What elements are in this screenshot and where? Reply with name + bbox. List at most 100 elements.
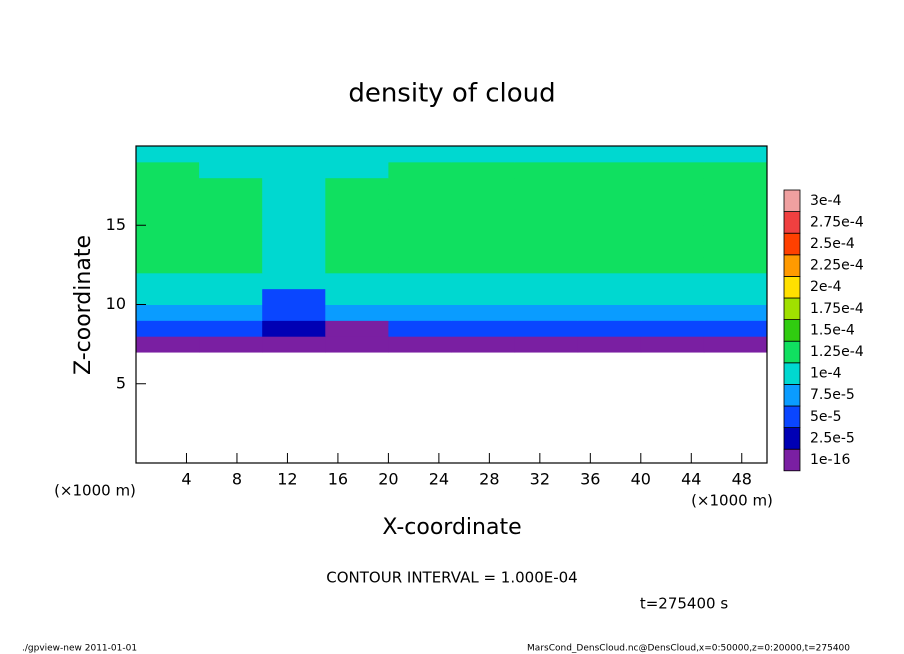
colorbar-box <box>783 232 801 256</box>
heat-cell <box>388 320 452 337</box>
heat-cell <box>451 320 516 337</box>
heat-cell <box>262 225 326 242</box>
contour-note: CONTOUR INTERVAL = 1.000E-04 <box>326 569 577 587</box>
heat-cell <box>199 225 263 242</box>
heat-cell <box>451 256 516 274</box>
colorbar-box <box>783 254 801 277</box>
heat-cell <box>514 304 579 321</box>
heat-cell <box>451 193 516 210</box>
heat-cell <box>262 177 326 195</box>
colorbar-box <box>783 383 801 407</box>
x-tick-label: 12 <box>277 470 297 489</box>
heat-cell <box>640 272 705 290</box>
x-tick-label: 48 <box>732 470 752 489</box>
heat-cell <box>514 241 579 258</box>
chart-title: density of cloud <box>348 79 555 109</box>
heat-cell <box>703 193 768 210</box>
heat-cell <box>262 256 326 274</box>
heat-cell <box>640 241 705 258</box>
heat-cell <box>325 272 389 290</box>
heat-cell <box>388 288 452 305</box>
heat-cell <box>199 272 263 290</box>
heat-cell <box>703 272 768 290</box>
heat-cell <box>703 288 768 305</box>
heat-cell <box>514 146 579 163</box>
x-tick-label: 24 <box>429 470 449 489</box>
colorbar-label: 1e-16 <box>810 452 850 468</box>
heat-cell <box>388 225 452 242</box>
colorbar-label: 7.5e-5 <box>810 387 855 403</box>
x-tick-label: 8 <box>232 470 242 489</box>
colorbar-box <box>783 448 801 472</box>
colorbar-label: 2e-4 <box>810 279 842 295</box>
heat-cell <box>199 161 263 179</box>
y-axis-label: Z-coordinate <box>71 235 96 375</box>
colorbar-box <box>783 211 801 234</box>
heat-cell <box>640 288 705 305</box>
heat-cell <box>325 193 389 210</box>
heat-cell <box>388 256 452 274</box>
heat-cell <box>136 177 200 195</box>
heat-cell <box>199 177 263 195</box>
heat-cell <box>325 241 389 258</box>
colorbar-label: 1e-4 <box>810 366 842 382</box>
heat-cell <box>577 225 642 242</box>
heat-cell <box>703 146 768 163</box>
heat-cell <box>388 209 452 226</box>
heat-cell <box>514 209 579 226</box>
heat-cell <box>262 146 326 163</box>
heat-cell <box>388 272 452 290</box>
heat-cell <box>136 272 200 290</box>
heat-cell <box>577 161 642 179</box>
colorbar-label: 3e-4 <box>810 193 842 209</box>
heat-cell <box>577 256 642 274</box>
heat-cell <box>136 336 200 353</box>
y-unit: (×1000 m) <box>54 482 136 500</box>
heat-cell <box>262 272 326 290</box>
heat-cell <box>640 193 705 210</box>
x-tick-label: 40 <box>631 470 651 489</box>
x-tick-label: 44 <box>681 470 701 489</box>
y-tick-label: 10 <box>106 294 126 313</box>
heat-cell <box>388 177 452 195</box>
y-tick-label: 15 <box>106 215 126 234</box>
heat-cell <box>640 177 705 195</box>
heat-cell <box>451 304 516 321</box>
colorbar-box <box>783 362 801 385</box>
heat-cell <box>577 177 642 195</box>
heat-cell <box>262 320 326 337</box>
heat-cell <box>514 288 579 305</box>
heat-cell <box>199 256 263 274</box>
heat-cell <box>136 225 200 242</box>
colorbar-label: 2.5e-4 <box>810 236 855 252</box>
heat-cell <box>136 193 200 210</box>
heat-cell <box>703 304 768 321</box>
heat-cell <box>703 161 768 179</box>
heat-cell <box>577 209 642 226</box>
heat-cell <box>388 161 452 179</box>
heat-cell <box>577 193 642 210</box>
heat-cell <box>640 336 705 353</box>
colorbar-label: 2.5e-5 <box>810 430 855 446</box>
x-axis-label: X-coordinate <box>382 515 521 540</box>
heat-cell <box>199 304 263 321</box>
colorbar-box <box>783 297 801 321</box>
x-tick-label: 20 <box>378 470 398 489</box>
heat-cell <box>199 336 263 353</box>
heat-cell <box>262 336 326 353</box>
colorbar-label: 1.75e-4 <box>810 301 864 317</box>
heat-cell <box>514 336 579 353</box>
footer-left: ./gpview-new 2011-01-01 <box>22 644 137 654</box>
heat-cell <box>577 241 642 258</box>
heat-cell <box>262 193 326 210</box>
heat-cell <box>388 241 452 258</box>
heat-cell <box>451 272 516 290</box>
heat-cell <box>451 241 516 258</box>
heat-cell <box>199 209 263 226</box>
heat-cell <box>514 256 579 274</box>
heat-cell <box>640 304 705 321</box>
heat-cell <box>514 272 579 290</box>
x-tick-label: 16 <box>328 470 348 489</box>
colorbar-box <box>783 405 801 429</box>
